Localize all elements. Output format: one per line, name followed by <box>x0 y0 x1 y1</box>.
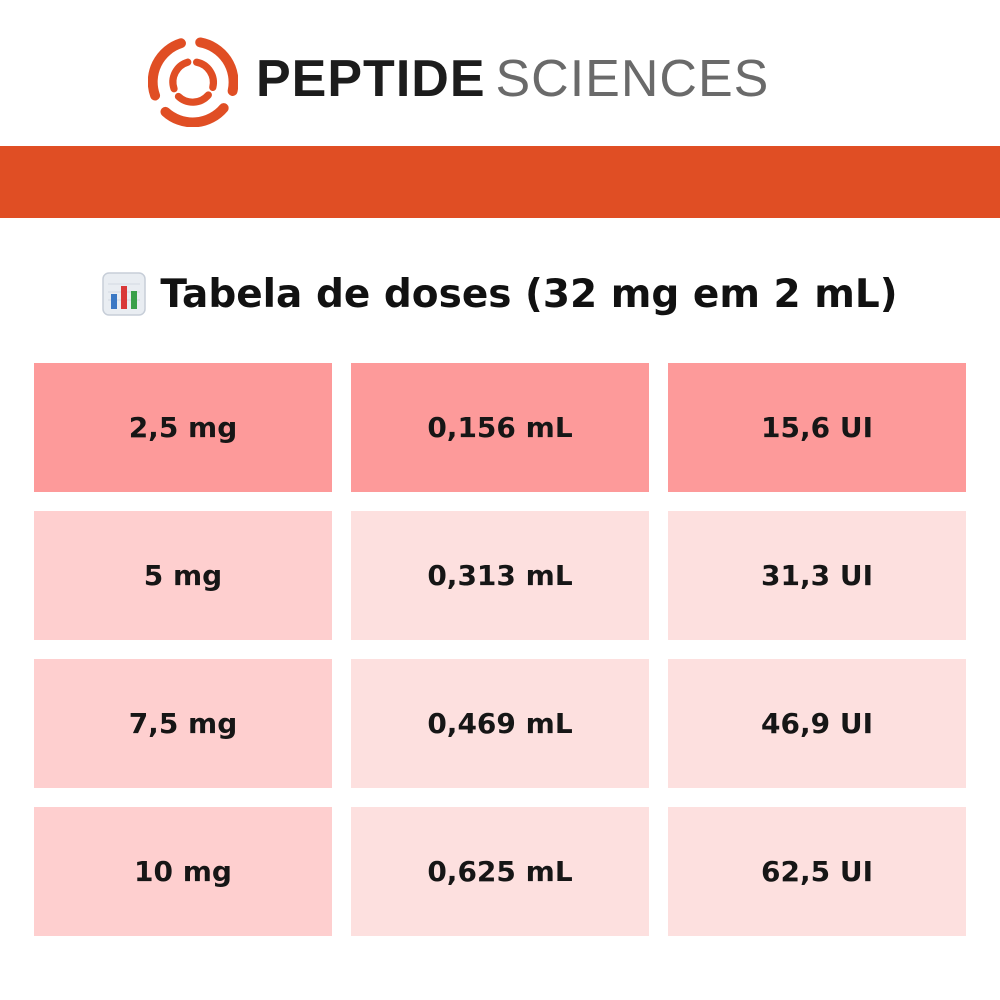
table-cell-units: 15,6 UI <box>668 363 966 492</box>
table-cell-dose: 10 mg <box>34 807 332 936</box>
title-row: Tabela de doses (32 mg em 2 mL) <box>0 262 1000 326</box>
page-title: Tabela de doses (32 mg em 2 mL) <box>160 271 898 317</box>
table-cell-volume: 0,313 mL <box>351 511 649 640</box>
table-cell-volume: 0,469 mL <box>351 659 649 788</box>
table-cell-dose: 5 mg <box>34 511 332 640</box>
swirl-logo-icon <box>148 37 238 127</box>
table-cell-units: 62,5 UI <box>668 807 966 936</box>
table-cell-units: 31,3 UI <box>668 511 966 640</box>
header: PEPTIDE SCIENCES <box>0 0 1000 146</box>
bar-chart-icon <box>102 272 147 316</box>
table-cell-dose: 7,5 mg <box>34 659 332 788</box>
table-cell-dose: 2,5 mg <box>34 363 332 492</box>
brand-name: PEPTIDE SCIENCES <box>256 44 769 114</box>
table-cell-volume: 0,156 mL <box>351 363 649 492</box>
table-cell-units: 46,9 UI <box>668 659 966 788</box>
accent-bar <box>0 146 1000 218</box>
brand-name-light: SCIENCES <box>495 50 770 108</box>
brand-name-bold: PEPTIDE <box>256 50 486 108</box>
table-cell-volume: 0,625 mL <box>351 807 649 936</box>
